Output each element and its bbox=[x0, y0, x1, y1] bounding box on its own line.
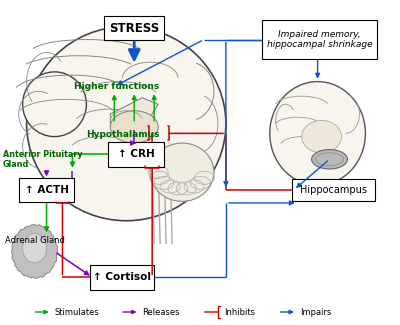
Text: Hippocampus: Hippocampus bbox=[300, 185, 367, 195]
FancyBboxPatch shape bbox=[104, 16, 164, 40]
Ellipse shape bbox=[27, 27, 226, 221]
Text: ↑ ACTH: ↑ ACTH bbox=[24, 185, 68, 195]
Text: STRESS: STRESS bbox=[109, 22, 159, 35]
Text: Releases: Releases bbox=[142, 307, 180, 317]
Text: Adrenal Gland: Adrenal Gland bbox=[5, 236, 64, 245]
Text: Stimulates: Stimulates bbox=[55, 307, 100, 317]
Polygon shape bbox=[110, 98, 158, 127]
Text: ↑ Cortisol: ↑ Cortisol bbox=[93, 272, 151, 282]
Text: Impaired memory,
hippocampal shrinkage: Impaired memory, hippocampal shrinkage bbox=[267, 30, 372, 49]
Text: Hypothalamus: Hypothalamus bbox=[86, 131, 160, 139]
Ellipse shape bbox=[146, 153, 178, 172]
Ellipse shape bbox=[312, 150, 348, 169]
Text: Impairs: Impairs bbox=[300, 307, 332, 317]
Ellipse shape bbox=[23, 234, 46, 263]
Ellipse shape bbox=[270, 82, 366, 185]
Ellipse shape bbox=[23, 72, 86, 136]
Ellipse shape bbox=[110, 111, 158, 143]
FancyBboxPatch shape bbox=[108, 142, 164, 166]
Text: Higher functions: Higher functions bbox=[74, 82, 160, 91]
FancyBboxPatch shape bbox=[262, 20, 377, 59]
Text: Inhibits: Inhibits bbox=[224, 307, 255, 317]
FancyBboxPatch shape bbox=[90, 265, 154, 290]
FancyBboxPatch shape bbox=[292, 179, 375, 201]
Ellipse shape bbox=[150, 143, 214, 201]
Ellipse shape bbox=[302, 121, 342, 153]
FancyBboxPatch shape bbox=[19, 178, 74, 202]
Text: ↑ CRH: ↑ CRH bbox=[118, 150, 154, 159]
Text: Anterior Pituitary
Gland: Anterior Pituitary Gland bbox=[3, 150, 82, 169]
Polygon shape bbox=[12, 225, 58, 279]
